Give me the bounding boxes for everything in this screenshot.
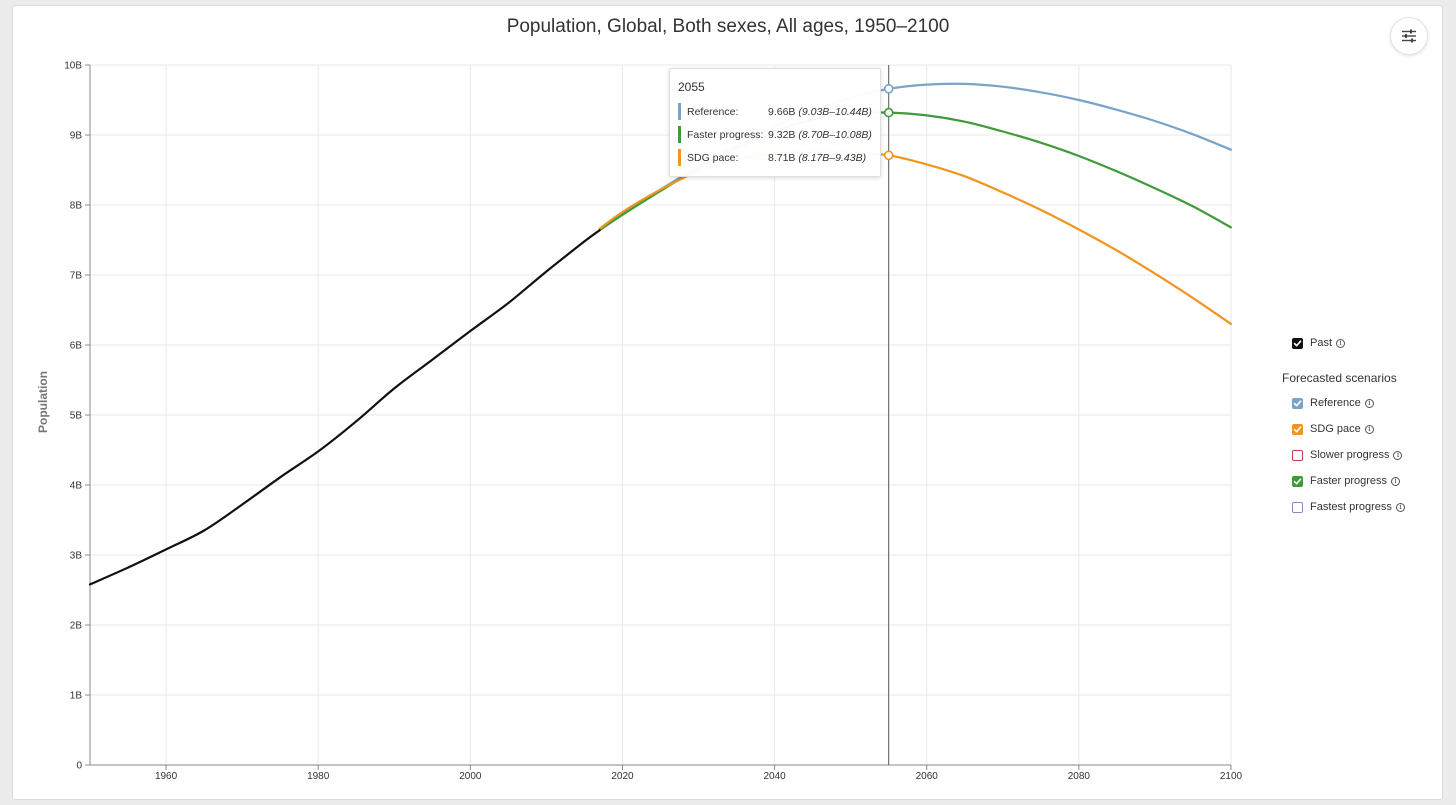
tooltip-row-sdg: SDG pace: 8.71B (8.17B–9.43B) [678, 149, 874, 166]
legend-label: Reference [1310, 397, 1361, 409]
x-tick-label: 2000 [459, 771, 482, 782]
tooltip-value: 9.66B (9.03B–10.44B) [768, 106, 872, 118]
y-tick-label: 0 [76, 761, 82, 772]
legend-faster-progress[interactable]: Faster progress i [1292, 473, 1401, 489]
tooltip-series-name: SDG pace: [687, 152, 739, 164]
series-lines [88, 82, 1233, 586]
slower-progress-checkbox[interactable] [1292, 449, 1303, 461]
series-line-sdg-pace [598, 150, 1233, 326]
y-tick-label: 5B [70, 411, 83, 422]
legend-label: Slower progress [1310, 449, 1390, 461]
chart-title: Population, Global, Both sexes, All ages… [506, 16, 950, 37]
y-tick-label: 2B [70, 621, 83, 632]
x-tick-label: 2060 [916, 771, 939, 782]
y-tick-label: 6B [70, 341, 83, 352]
y-tick-label: 8B [70, 201, 83, 212]
sliders-icon [1402, 29, 1416, 43]
info-icon[interactable]: i [1336, 338, 1346, 348]
hover-tooltip: 2055 Reference: 9.66B (9.03B–10.44B) Fas… [669, 68, 881, 177]
series-line-past [88, 229, 601, 586]
check-icon [1293, 425, 1302, 432]
tooltip-row-faster: Faster progress: 9.32B (8.70B–10.08B) [678, 126, 874, 143]
tooltip-value: 8.71B (8.17B–9.43B) [768, 152, 867, 164]
axes: 0 1B 2B 3B 4B 5B 6B 7B 8B 9B 10B 1960 1980 2000 2020 20… [64, 61, 1242, 783]
x-tick-label: 2100 [1220, 771, 1243, 782]
tooltip-swatch [678, 103, 681, 120]
info-icon[interactable]: i [1364, 424, 1374, 434]
check-icon [1293, 339, 1302, 346]
y-tick-label: 3B [70, 551, 83, 562]
settings-button[interactable] [1390, 17, 1428, 55]
x-tick-label: 1980 [307, 771, 330, 782]
x-tick-label: 2080 [1068, 771, 1091, 782]
legend-heading: Forecasted scenarios [1282, 371, 1397, 385]
tooltip-swatch [678, 126, 681, 143]
legend-label: Past [1310, 337, 1333, 349]
highlight-markers [883, 65, 894, 765]
info-icon[interactable]: i [1393, 450, 1403, 460]
tooltip-series-name: Faster progress: [687, 129, 764, 141]
legend-label: Fastest progress [1310, 501, 1392, 513]
legend-label: SDG pace [1310, 423, 1361, 435]
fastest-progress-checkbox[interactable] [1292, 501, 1303, 513]
marker-sdg-pace [883, 150, 894, 161]
legend-reference[interactable]: Reference i [1292, 395, 1374, 411]
y-tick-label: 9B [70, 131, 83, 142]
legend-slower-progress[interactable]: Slower progress i [1292, 447, 1403, 463]
gridlines [90, 64, 1232, 766]
x-tick-label: 2020 [611, 771, 634, 782]
tooltip-row-reference: Reference: 9.66B (9.03B–10.44B) [678, 103, 874, 120]
tooltip-swatch [678, 149, 681, 166]
y-tick-label: 10B [64, 61, 82, 72]
faster-progress-checkbox[interactable] [1292, 475, 1303, 487]
legend-sdg-pace[interactable]: SDG pace i [1292, 421, 1374, 437]
marker-reference [883, 84, 894, 94]
legend-fastest-progress[interactable]: Fastest progress i [1292, 499, 1405, 515]
legend-past[interactable]: Past i [1292, 335, 1346, 351]
tooltip-value: 9.32B (8.70B–10.08B) [768, 129, 872, 141]
reference-checkbox[interactable] [1292, 397, 1303, 409]
tooltip-year: 2055 [678, 80, 705, 94]
x-tick-label: 2040 [763, 771, 786, 782]
past-checkbox[interactable] [1292, 337, 1303, 349]
check-icon [1293, 477, 1302, 484]
info-icon[interactable]: i [1391, 476, 1401, 486]
sdg-pace-checkbox[interactable] [1292, 423, 1303, 435]
tooltip-series-name: Reference: [687, 106, 739, 118]
y-tick-label: 4B [70, 481, 83, 492]
info-icon[interactable]: i [1395, 502, 1405, 512]
y-tick-label: 1B [70, 691, 83, 702]
legend-label: Faster progress [1310, 475, 1388, 487]
y-tick-label: 7B [70, 271, 83, 282]
check-icon [1293, 399, 1302, 406]
marker-faster-progress [883, 107, 894, 118]
x-tick-label: 1960 [155, 771, 178, 782]
y-axis-label: Population [36, 371, 50, 433]
info-icon[interactable]: i [1364, 398, 1374, 408]
